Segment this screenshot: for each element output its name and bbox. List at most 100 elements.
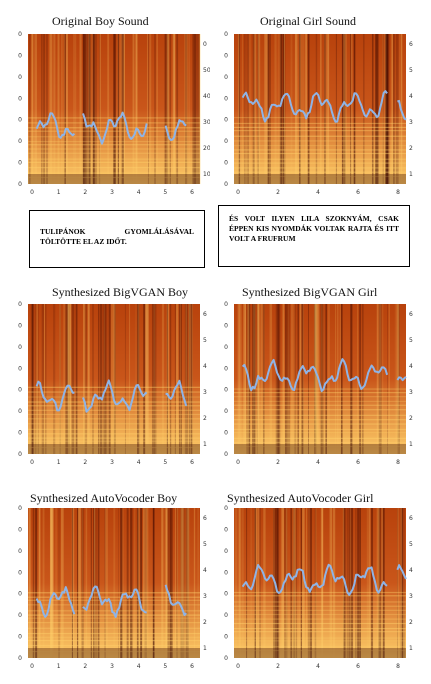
spectrogram-svg: 0 0 0 0 0 0 0 0 0 500 400 300 200 100 0 1 2 3 4 5 6 [18,31,210,196]
y-tick-label: 0 [224,569,228,576]
y-tick-label: 0 [18,365,22,372]
y-tick-label: 0 [18,322,22,329]
y-tick-label: 0 [224,31,228,38]
y-tick-label: 0 [224,95,228,102]
right-y-tick-label: 1 [203,645,207,652]
x-tick-label: 0 [236,663,240,670]
spectrogram-svg: 0 0 0 0 0 0 0 0 6 5 4 3 2 1 0 2 4 6 8 [224,505,413,670]
x-tick-label: 0 [236,189,240,196]
spectrogram-original-girl: 0 0 0 0 0 0 0 0 6 5 4 3 2 1 0 2 4 6 8 [216,30,416,198]
x-tick-label: 3 [110,189,114,196]
y-tick-label: 0 [224,408,228,415]
right-y-tick-label: 1 [409,441,413,448]
x-tick-label: 2 [276,663,280,670]
title-original-girl: Original Girl Sound [260,14,356,28]
pitch-contour [241,90,407,123]
title-bigvgan-boy: Synthesized BigVGAN Boy [52,285,188,299]
right-y-tick-label: 3 [203,593,207,600]
x-tick-label: 4 [316,189,320,196]
x-tick-label: 4 [137,459,141,466]
x-tick-label: 2 [83,663,87,670]
x-tick-label: 0 [30,189,34,196]
right-y-tick-label: 2 [203,415,207,422]
x-tick-label: 4 [137,663,141,670]
title-original-boy: Original Boy Sound [52,14,149,28]
pitch-contour [35,111,187,145]
right-y-tick-label: 2 [409,619,413,626]
right-y-tick-label: 6 [409,311,413,318]
y-tick-label: 0 [224,387,228,394]
right-y-tick-label: 1 [409,171,413,178]
spectrogram-background [28,508,200,658]
x-tick-label: 0 [30,663,34,670]
transcript-girl: ÉS VOLT ILYEN LILA SZOKNYÁM, CSAK ÉPPEN … [218,205,410,267]
y-tick-label: 0 [224,655,228,662]
right-y-tick-label: 2 [409,145,413,152]
y-tick-label: 0 [18,430,22,437]
title-bigvgan-girl: Synthesized BigVGAN Girl [242,285,378,299]
x-tick-label: 6 [190,459,194,466]
y-tick-label: 0 [18,138,22,145]
right-y-tick-label: 5 [203,541,207,548]
y-tick-label: 0 [18,387,22,394]
transcript-boy: TULIPÁNOK GYOMLÁLÁSÁVAL TÖLTÖTTE EL AZ I… [29,210,205,268]
x-tick-label: 0 [236,459,240,466]
right-y-tick-label: 3 [409,389,413,396]
y-tick-label: 0 [18,95,22,102]
x-tick-label: 2 [276,459,280,466]
x-tick-label: 0 [30,459,34,466]
y-tick-label: 0 [18,612,22,619]
y-tick-label: 0 [18,301,22,308]
right-y-tick-label: 2 [409,415,413,422]
spectrogram-background [28,34,200,184]
right-y-tick-label: 6 [409,41,413,48]
y-tick-label: 0 [224,74,228,81]
right-y-tick-label: 5 [409,337,413,344]
right-y-tick-label: 0 [203,41,207,48]
y-tick-label: 0 [224,365,228,372]
y-tick-label: 0 [18,569,22,576]
y-tick-label: 0 [224,301,228,308]
x-tick-label: 2 [83,189,87,196]
x-tick-label: 8 [396,663,400,670]
y-tick-label: 0 [224,344,228,351]
right-y-tick-label: 4 [409,567,413,574]
y-tick-label: 0 [224,160,228,167]
x-tick-label: 8 [396,189,400,196]
title-autovocoder-boy: Synthesized AutoVocoder Boy [30,491,178,505]
y-tick-label: 0 [224,591,228,598]
x-tick-label: 5 [163,459,167,466]
y-tick-label: 0 [18,52,22,59]
right-y-tick-label: 500 [203,67,210,74]
x-tick-label: 1 [57,459,61,466]
y-tick-label: 0 [224,181,228,188]
spectrogram-background [28,304,200,454]
x-tick-label: 3 [110,459,114,466]
x-tick-label: 5 [163,189,167,196]
y-tick-label: 0 [18,74,22,81]
right-y-tick-label: 4 [409,93,413,100]
spectrogram-background [234,508,406,658]
spectrogram-svg: 0 0 0 0 0 0 0 0 6 5 4 3 2 1 0 1 2 3 4 5 6 [18,301,207,466]
y-tick-label: 0 [224,634,228,641]
y-tick-label: 0 [18,526,22,533]
y-tick-label: 0 [18,634,22,641]
right-y-tick-label: 3 [409,593,413,600]
right-y-tick-label: 2 [203,619,207,626]
right-y-tick-label: 1 [203,441,207,448]
y-tick-label: 0 [224,430,228,437]
spectrogram-svg: 0 0 0 0 0 0 0 0 6 5 4 3 2 1 0 1 2 3 4 5 6 [18,505,207,670]
spectrogram-svg: 0 0 0 0 0 0 0 0 6 5 4 3 2 1 0 2 4 6 8 [224,31,413,196]
x-tick-label: 8 [396,459,400,466]
x-tick-label: 5 [163,663,167,670]
x-tick-label: 4 [137,189,141,196]
y-tick-label: 0 [18,181,22,188]
x-tick-label: 6 [190,663,194,670]
x-tick-label: 6 [356,663,360,670]
y-tick-label: 0 [224,526,228,533]
right-y-tick-label: 3 [203,389,207,396]
right-y-tick-label: 100 [203,171,210,178]
y-tick-label: 0 [18,408,22,415]
y-tick-label: 0 [18,548,22,555]
pitch-contour [35,379,188,413]
